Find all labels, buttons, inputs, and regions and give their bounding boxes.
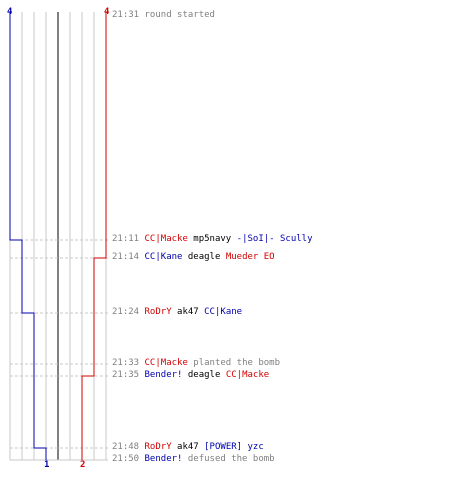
event-row: 21:35 Bender! deagle CC|Macke: [112, 370, 269, 381]
event-note: planted the bomb: [193, 358, 280, 368]
event-player: Bender!: [144, 454, 183, 464]
event-player: RoDrY: [144, 442, 172, 452]
event-note: round started: [144, 10, 215, 20]
event-time: 21:50: [112, 454, 140, 464]
event-time: 21:11: [112, 234, 140, 244]
event-time: 21:48: [112, 442, 140, 452]
event-weapon: deagle: [187, 370, 221, 380]
event-player: CC|Kane: [144, 252, 183, 262]
event-time: 21:24: [112, 307, 140, 317]
event-player: -|SoI|- Scully: [236, 234, 313, 244]
event-weapon: ak47: [177, 307, 199, 317]
t-end-count: 2: [80, 460, 86, 470]
ct-start-count: 4: [7, 7, 13, 17]
event-player: Mueder EO: [225, 252, 275, 262]
t-alive-line: [81, 12, 107, 460]
event-weapon: mp5navy: [193, 234, 232, 244]
event-row: 21:11 CC|Macke mp5navy -|SoI|- Scully: [112, 234, 313, 245]
event-time: 21:35: [112, 370, 140, 380]
event-player: CC|Macke: [225, 370, 270, 380]
event-time: 21:33: [112, 358, 140, 368]
ct-alive-line: [9, 12, 47, 460]
event-weapon: deagle: [187, 252, 221, 262]
event-row: 21:14 CC|Kane deagle Mueder EO: [112, 252, 275, 263]
t-start-count: 4: [104, 7, 110, 17]
event-row: 21:33 CC|Macke planted the bomb: [112, 358, 280, 369]
event-player: RoDrY: [144, 307, 172, 317]
event-row: 21:50 Bender! defused the bomb: [112, 454, 275, 465]
event-player: CC|Macke: [144, 358, 188, 368]
event-player: [POWER] yzc: [204, 442, 264, 452]
player-grid: [9, 12, 107, 461]
event-player: Bender!: [144, 370, 183, 380]
event-row: 21:48 RoDrY ak47 [POWER] yzc: [112, 442, 264, 453]
event-player: CC|Macke: [144, 234, 188, 244]
event-connector-lines: [10, 239, 110, 461]
ct-end-count: 1: [44, 460, 50, 470]
event-time: 21:14: [112, 252, 140, 262]
event-player: CC|Kane: [204, 307, 243, 317]
event-weapon: ak47: [177, 442, 199, 452]
event-note: defused the bomb: [187, 454, 275, 464]
event-row: 21:24 RoDrY ak47 CC|Kane: [112, 307, 242, 318]
event-row: 21:31 round started: [112, 10, 215, 21]
event-time: 21:31: [112, 10, 140, 20]
